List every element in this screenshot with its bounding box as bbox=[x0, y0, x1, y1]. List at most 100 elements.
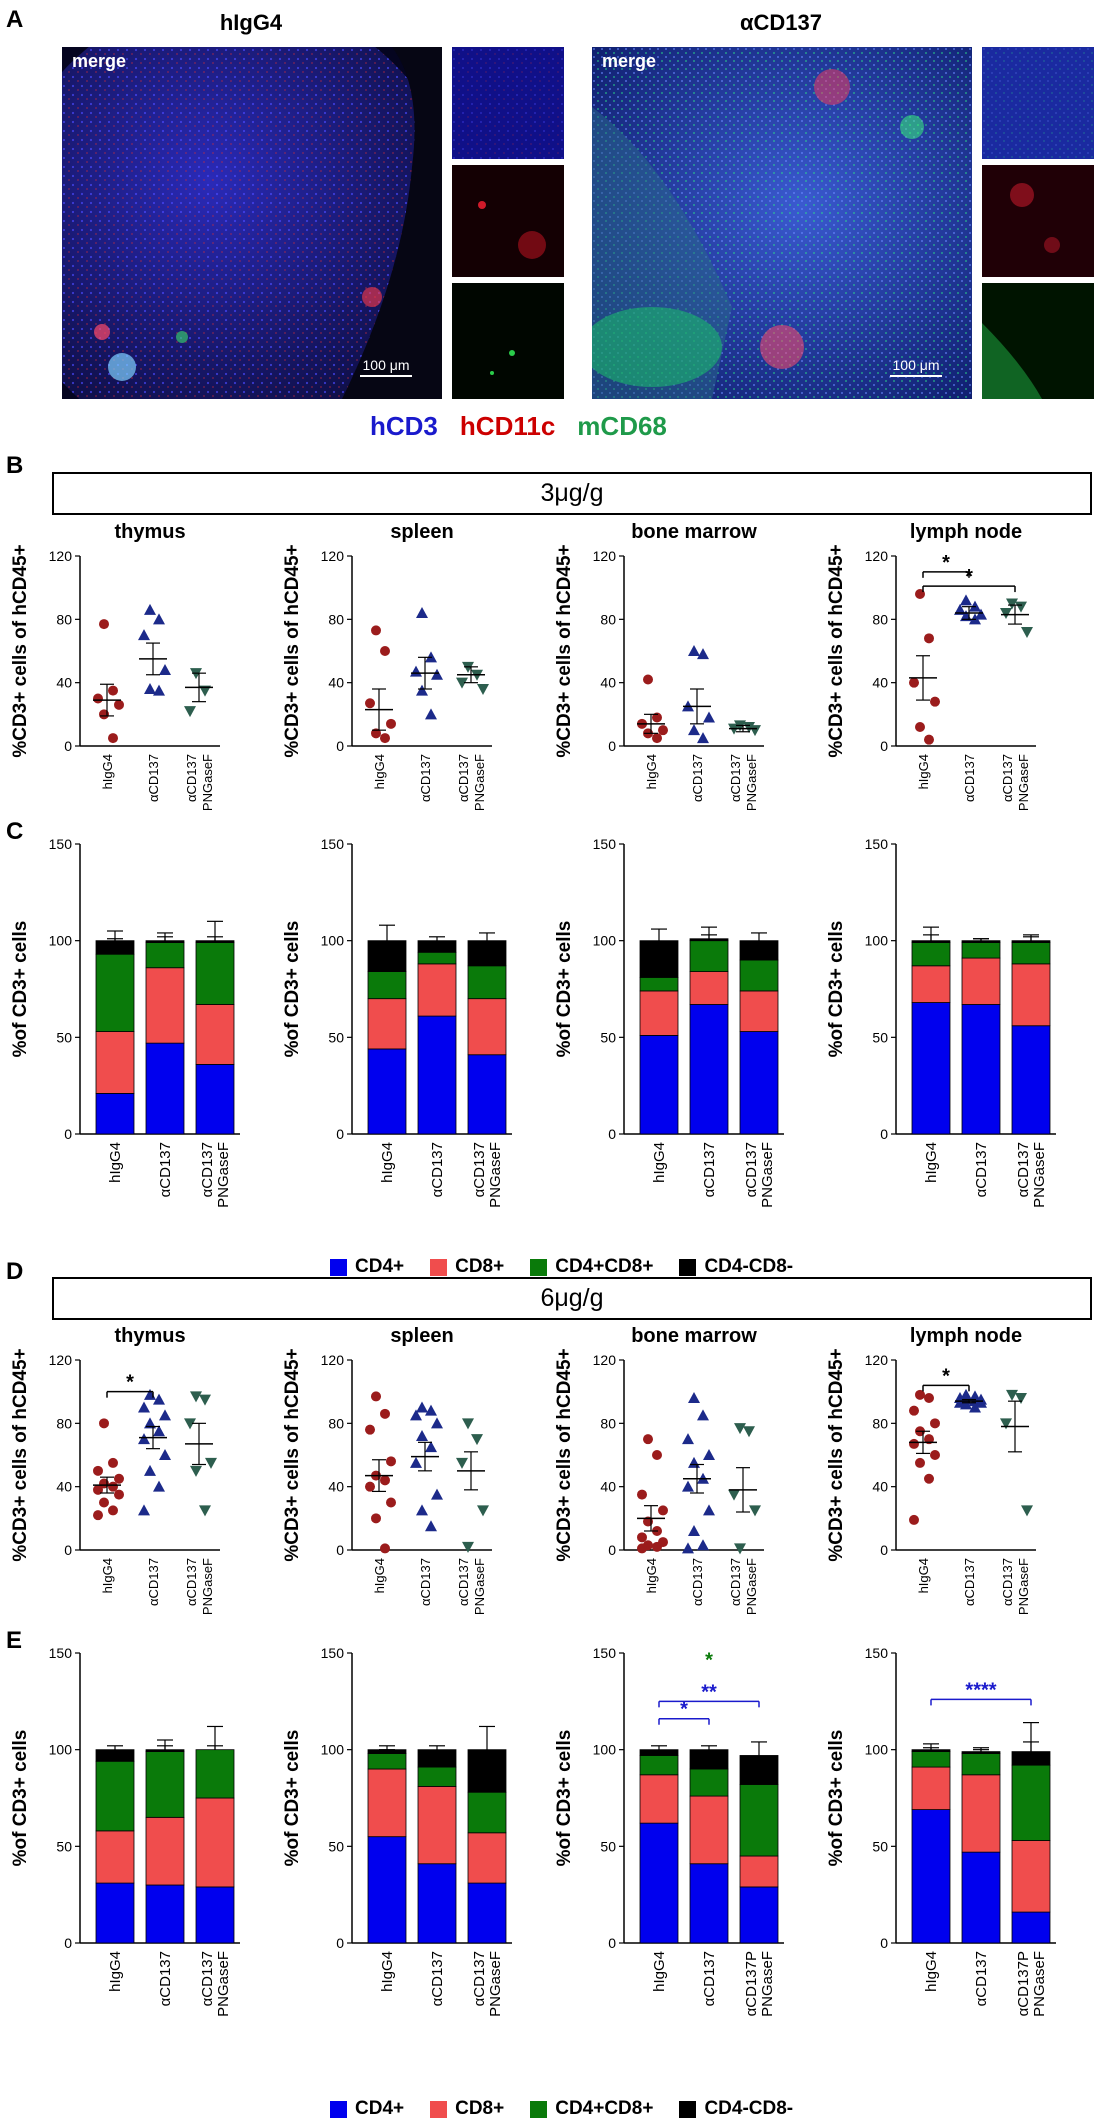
sig-label: * bbox=[942, 552, 950, 574]
y-tick-label: 120 bbox=[865, 548, 889, 564]
bar-dn bbox=[145, 940, 185, 943]
x-tick-label: hIgG4 bbox=[372, 754, 387, 789]
bar-dp bbox=[367, 1753, 407, 1770]
data-point bbox=[184, 706, 196, 718]
x-tick-label: αCD137 bbox=[429, 1951, 446, 2006]
chart-E1: %of CD3+ cells 0 50 100 150 hIgG4 αCD137 αCD137… bbox=[0, 1627, 272, 2089]
bar-dp bbox=[195, 942, 235, 1005]
chart-B1: thymus %CD3+ cells of hCD45+ 0 40 80 120 hIgG4… bbox=[0, 518, 272, 813]
bar-dp bbox=[467, 1791, 507, 1834]
y-tick-label: 0 bbox=[64, 1935, 72, 1951]
bar-dp bbox=[95, 953, 135, 1032]
x-tick-label: αCD137 bbox=[157, 1142, 174, 1197]
data-point bbox=[144, 603, 156, 615]
y-axis-label: %CD3+ cells of hCD45+ bbox=[554, 544, 575, 757]
data-point bbox=[138, 1504, 150, 1516]
chart-title: spleen bbox=[390, 1325, 453, 1347]
data-point bbox=[144, 683, 156, 694]
x-tick-label-group: hIgG4 bbox=[923, 1951, 940, 1992]
marker-legend: hCD3 hCD11c mCD68 bbox=[370, 411, 667, 442]
sig-label: * bbox=[942, 1365, 950, 1387]
x-tick-label: αCD137 bbox=[743, 1142, 760, 1197]
y-axis-label: %of CD3+ cells bbox=[826, 1730, 847, 1867]
chart-D2: spleen %CD3+ cells of hCD45+ 0 40 80 120 hIgG4… bbox=[272, 1322, 544, 1624]
data-point bbox=[380, 1475, 390, 1486]
y-tick-label: 80 bbox=[600, 611, 616, 627]
y-tick-label: 100 bbox=[865, 933, 889, 949]
bar-dn bbox=[689, 1749, 729, 1770]
x-tick-label-group: αCD137 bbox=[962, 754, 977, 802]
data-point bbox=[688, 1392, 700, 1403]
marker-mcd68: mCD68 bbox=[577, 411, 667, 441]
x-tick-label: αCD137 bbox=[962, 754, 977, 802]
x-tick-label-group: hIgG4 bbox=[100, 754, 115, 789]
data-point bbox=[915, 722, 925, 732]
data-point bbox=[1006, 598, 1018, 610]
scale-bar-right: 100 μm bbox=[890, 357, 942, 377]
data-point bbox=[637, 1532, 647, 1543]
x-tick-label-group: αCD137 PNGaseF bbox=[184, 754, 215, 811]
data-point bbox=[975, 1396, 987, 1408]
data-point bbox=[688, 645, 700, 656]
data-point bbox=[697, 648, 709, 660]
x-tick-label-group: αCD137 PNGaseF bbox=[1000, 1558, 1031, 1615]
y-tick-label: 100 bbox=[49, 1742, 73, 1758]
data-point bbox=[969, 1401, 981, 1413]
x-tick-label: αCD137 bbox=[471, 1142, 488, 1197]
bar-dn bbox=[689, 938, 729, 942]
micro-title-acd137: αCD137 bbox=[739, 10, 822, 35]
y-axis-label: %of CD3+ cells bbox=[554, 921, 575, 1058]
bar-cd4 bbox=[467, 1054, 507, 1135]
y-axis-label: %of CD3+ cells bbox=[10, 921, 31, 1058]
data-point bbox=[697, 732, 709, 744]
data-point bbox=[386, 1497, 396, 1508]
micro-hcd3-acd137-art bbox=[982, 47, 1094, 159]
x-tick-label-group: hIgG4 bbox=[100, 1558, 115, 1593]
x-tick-label: PNGaseF bbox=[759, 1142, 776, 1208]
bar-cd4 bbox=[639, 1822, 679, 1944]
x-tick-label: hIgG4 bbox=[916, 754, 931, 789]
data-point bbox=[108, 685, 118, 696]
x-tick-label-group: αCD137 PNGaseF bbox=[1000, 754, 1031, 811]
x-tick-label-group: αCD137 PNGaseF bbox=[728, 754, 759, 811]
data-point bbox=[138, 629, 150, 641]
data-point bbox=[915, 1457, 925, 1468]
x-tick-label: αCD137 bbox=[471, 1951, 488, 2006]
marker-hcd11c: hCD11c bbox=[459, 411, 556, 441]
y-tick-label: 50 bbox=[872, 1029, 888, 1045]
y-tick-label: 40 bbox=[56, 675, 72, 691]
x-tick-label: PNGaseF bbox=[1031, 1951, 1048, 2017]
y-tick-label: 0 bbox=[880, 1126, 888, 1142]
chart-svg-E4: %of CD3+ cells 0 50 100 150 hIgG4 αCD137 αCD137… bbox=[826, 1645, 1056, 2017]
data-point bbox=[153, 1480, 165, 1492]
bar-dp bbox=[739, 1784, 779, 1857]
data-point bbox=[153, 1425, 165, 1437]
chart-svg-D3: bone marrow %CD3+ cells of hCD45+ 0 40 80 120… bbox=[554, 1325, 764, 1615]
bar-cd8 bbox=[911, 1766, 951, 1810]
x-tick-label-group: hIgG4 bbox=[916, 1558, 931, 1593]
data-point bbox=[688, 724, 700, 736]
x-tick-label: αCD137 bbox=[429, 1142, 446, 1197]
data-point bbox=[703, 1449, 715, 1460]
bar-cd8 bbox=[1011, 963, 1051, 1027]
data-point bbox=[380, 1408, 390, 1419]
y-axis-label: %of CD3+ cells bbox=[554, 1730, 575, 1867]
bar-cd8 bbox=[739, 990, 779, 1032]
panel-letter-b: B bbox=[6, 452, 24, 479]
x-tick-label-group: αCD137 bbox=[429, 1951, 446, 2006]
y-tick-label: 80 bbox=[56, 611, 72, 627]
data-point bbox=[975, 608, 987, 620]
bar-dn bbox=[367, 1749, 407, 1754]
bar-dn bbox=[1011, 940, 1051, 943]
y-axis-label: %CD3+ cells of hCD45+ bbox=[282, 544, 303, 757]
y-tick-label: 80 bbox=[56, 1415, 72, 1431]
chart-B4: lymph node %CD3+ cells of hCD45+ 0 40 80 120 h… bbox=[816, 518, 1113, 813]
chart-title: thymus bbox=[114, 1325, 185, 1347]
chart-B3: bone marrow %CD3+ cells of hCD45+ 0 40 80 120… bbox=[544, 518, 816, 813]
data-point bbox=[410, 1409, 422, 1421]
bar-cd8 bbox=[961, 957, 1001, 1005]
data-point bbox=[456, 677, 468, 689]
data-point bbox=[637, 1543, 647, 1554]
data-point bbox=[205, 1457, 217, 1469]
